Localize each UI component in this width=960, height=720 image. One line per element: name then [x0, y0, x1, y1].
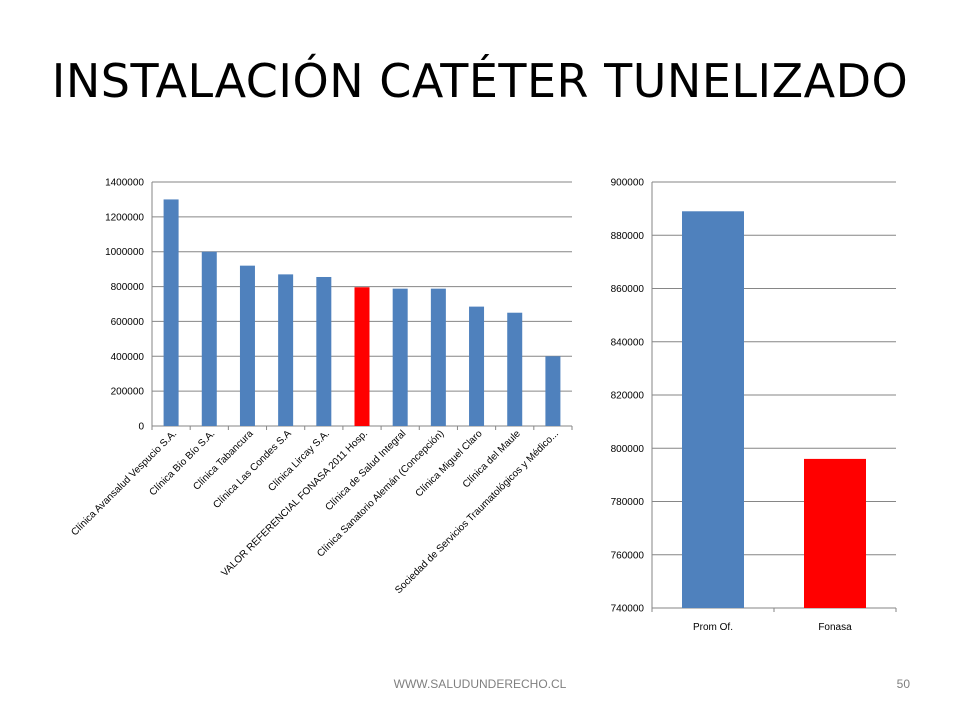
slide-title: INSTALACIÓN CATÉTER TUNELIZADO [51, 54, 909, 108]
y-tick-label: 1200000 [105, 212, 144, 223]
y-tick-label: 860000 [611, 284, 645, 295]
y-tick-label: 1000000 [105, 247, 144, 258]
y-tick-label: 800000 [111, 282, 145, 293]
bar [545, 356, 561, 426]
bar [469, 306, 485, 426]
y-tick-label: 600000 [111, 317, 145, 328]
bar [201, 251, 217, 426]
bar [430, 288, 446, 426]
y-tick-label: 760000 [611, 550, 645, 561]
bar [804, 458, 866, 608]
x-tick-label: Prom Of. [693, 622, 733, 633]
y-tick-label: 780000 [611, 497, 645, 508]
y-tick-label: 200000 [111, 387, 145, 398]
bar [507, 312, 523, 426]
y-tick-label: 740000 [611, 604, 645, 615]
bar [682, 211, 744, 608]
footer-url: WWW.SALUDUNDERECHO.CL [393, 677, 567, 691]
y-tick-label: 1400000 [105, 178, 144, 189]
bar [239, 265, 255, 426]
bar [392, 288, 408, 426]
bar [354, 287, 370, 426]
page-number: 50 [896, 677, 910, 691]
y-tick-label: 900000 [611, 178, 645, 189]
y-tick-label: 840000 [611, 337, 645, 348]
y-tick-label: 800000 [611, 444, 645, 455]
y-tick-label: 400000 [111, 352, 145, 363]
x-tick-label: Fonasa [818, 622, 852, 633]
y-tick-label: 0 [138, 422, 144, 433]
bar [163, 199, 179, 426]
bar [316, 276, 332, 426]
bar [278, 274, 294, 426]
y-tick-label: 820000 [611, 391, 645, 402]
y-tick-label: 880000 [611, 231, 645, 242]
